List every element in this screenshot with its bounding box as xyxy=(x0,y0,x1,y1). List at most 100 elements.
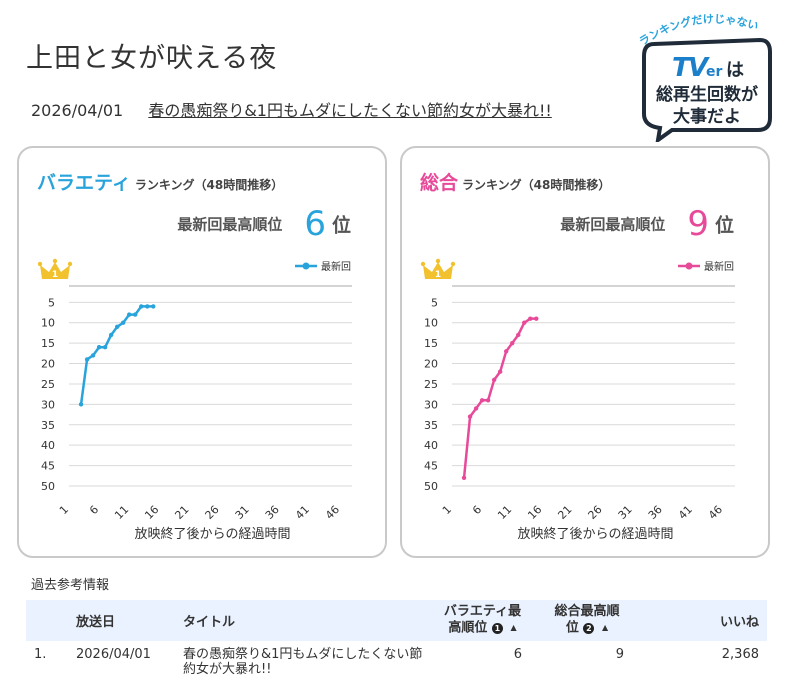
crown-jewel xyxy=(37,261,43,267)
x-tick-label: 11 xyxy=(112,503,131,522)
data-point xyxy=(120,320,126,325)
data-point xyxy=(467,414,473,419)
data-point xyxy=(102,345,108,350)
episode-header: 2026/04/01 春の愚痴祭り&1円もムダにしたくない節約女が大暴れ!! xyxy=(31,97,552,121)
y-tick-label: 15 xyxy=(41,337,55,350)
data-point xyxy=(528,316,533,321)
x-tick-label: 21 xyxy=(555,503,574,522)
data-point xyxy=(522,320,527,325)
y-tick-label: 15 xyxy=(424,337,438,350)
variety-subtitle: ランキング（48時間推移） xyxy=(134,178,284,192)
series-line xyxy=(462,317,537,478)
x-tick-label: 41 xyxy=(676,503,695,522)
tver-badge[interactable]: ランキングだけじゃない T V er は 総再生回数が 大事だよ xyxy=(628,6,776,142)
badge-line1-suffix: は xyxy=(726,60,744,81)
data-point xyxy=(127,312,132,317)
variety-best-label: 最新回最高順位 xyxy=(177,215,283,234)
x-axis-label: 放映終了後からの経過時間 xyxy=(517,526,673,542)
row-title[interactable]: 春の愚痴祭り&1円もムダにしたくない節 約女が大暴れ!! xyxy=(177,641,429,683)
variety-card-title: バラエティ ランキング（48時間推移） xyxy=(37,168,283,195)
badge-line3: 大事だよ xyxy=(673,106,741,127)
crown-jewel xyxy=(435,258,441,264)
data-point xyxy=(84,357,90,362)
sort-arrow-icon[interactable]: ▲ xyxy=(601,623,609,633)
header-variety-line2: 高順位 xyxy=(448,620,488,636)
table-row[interactable]: 1. 2026/04/01 春の愚痴祭り&1円もムダにしたくない節 約女が大暴れ… xyxy=(26,641,767,683)
overall-title: 総合 xyxy=(420,172,459,194)
data-point xyxy=(516,332,521,338)
legend-marker xyxy=(685,262,693,270)
y-tick-label: 10 xyxy=(41,317,55,330)
data-point xyxy=(133,312,138,317)
crown-jewel xyxy=(67,261,73,267)
episode-title-link[interactable]: 春の愚痴祭り&1円もムダにしたくない節約女が大暴れ!! xyxy=(148,101,552,120)
data-point xyxy=(503,349,509,354)
x-tick-label: 46 xyxy=(323,503,342,522)
y-tick-label: 35 xyxy=(424,419,438,432)
header-date[interactable]: 放送日 xyxy=(76,615,116,630)
x-axis-label: 放映終了後からの経過時間 xyxy=(134,526,290,542)
overall-subtitle: ランキング（48時間推移） xyxy=(462,178,611,192)
row-overall-rank: 9 xyxy=(615,647,624,662)
y-tick-label: 30 xyxy=(41,398,55,411)
variety-title: バラエティ xyxy=(37,172,131,194)
data-point xyxy=(497,369,503,374)
y-tick-label: 25 xyxy=(424,378,438,391)
note-2-icon: 2 xyxy=(583,622,595,634)
x-tick-label: 16 xyxy=(142,503,161,522)
variety-best-number: 6 xyxy=(304,204,326,244)
past-info-label: 過去参考情報 xyxy=(31,578,110,593)
y-tick-label: 5 xyxy=(431,296,438,309)
x-tick-label: 36 xyxy=(646,503,665,522)
header-likes[interactable]: いいね xyxy=(719,615,759,630)
x-tick-label: 21 xyxy=(172,503,191,522)
y-tick-label: 25 xyxy=(41,378,55,391)
y-tick-label: 50 xyxy=(424,480,438,493)
y-tick-label: 20 xyxy=(424,358,438,371)
data-point xyxy=(78,402,84,407)
y-tick-label: 10 xyxy=(424,317,438,330)
header-title[interactable]: タイトル xyxy=(183,615,236,630)
data-point xyxy=(461,475,467,481)
y-tick-label: 40 xyxy=(424,439,438,452)
header-overall-line1: 総合最高順 xyxy=(554,604,620,620)
overall-best-unit: 位 xyxy=(714,214,734,237)
crown-icon: 1 xyxy=(420,258,456,280)
data-point xyxy=(479,398,485,403)
overall-best-label: 最新回最高順位 xyxy=(560,215,666,234)
y-tick-label: 40 xyxy=(41,439,55,452)
header-variety-line1: バラエティ最 xyxy=(443,604,522,620)
x-tick-label: 6 xyxy=(87,503,101,517)
variety-ranking-card: 5 10 15 20 25 30 35 40 45 50 1 6 11 16 21 26 31 36 41 46 放映終… xyxy=(17,146,387,558)
row-likes: 2,368 xyxy=(721,647,759,662)
y-tick-label: 45 xyxy=(41,460,55,473)
header-overall-rank[interactable]: 総合最高順 位 2 ▲ xyxy=(536,600,638,641)
header-variety-rank[interactable]: バラエティ最 高順位 1 ▲ xyxy=(429,600,536,641)
variety-best-rank: 最新回最高順位 6 位 xyxy=(177,204,351,244)
data-point xyxy=(485,398,491,403)
x-tick-label: 36 xyxy=(263,503,282,522)
table-header-row: 放送日 タイトル バラエティ最 高順位 1 ▲ 総合最高順 位 2 ▲ いいね xyxy=(26,600,767,641)
data-point xyxy=(96,345,102,350)
crown-body xyxy=(40,262,70,279)
note-1-icon: 1 xyxy=(491,622,503,634)
data-point xyxy=(473,406,479,411)
x-tick-label: 26 xyxy=(203,503,222,522)
sort-arrow-icon[interactable]: ▲ xyxy=(510,623,517,633)
crown-body xyxy=(423,262,453,279)
legend-marker xyxy=(302,262,310,270)
data-point xyxy=(145,304,150,309)
y-tick-label: 20 xyxy=(41,358,55,371)
row-title-line1: 春の愚痴祭り&1円もムダにしたくない節 xyxy=(183,647,423,662)
y-tick-label: 45 xyxy=(424,460,438,473)
badge-brand-er: er xyxy=(706,64,722,80)
row-index: 1. xyxy=(34,647,47,662)
x-tick-label: 41 xyxy=(293,503,312,522)
crown-jewel xyxy=(450,261,456,267)
x-tick-label: 31 xyxy=(616,503,635,522)
crown-number: 1 xyxy=(435,270,441,280)
legend-label: 最新回 xyxy=(704,260,734,273)
data-point xyxy=(491,377,497,383)
x-tick-label: 16 xyxy=(525,503,544,522)
